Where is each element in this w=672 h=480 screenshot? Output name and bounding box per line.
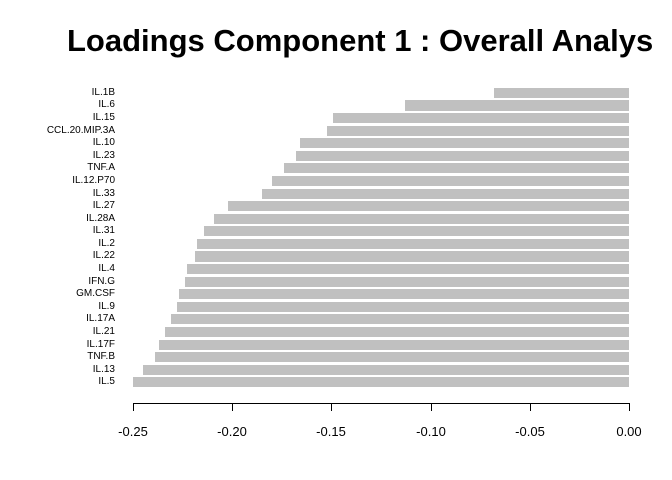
category-label: IL.15 [92,112,115,124]
bar [295,150,629,161]
category-label: IL.33 [92,187,115,199]
category-label: IL.10 [92,137,115,149]
bar [178,289,629,300]
category-label: IL.17F [86,338,115,350]
category-label: IL.4 [98,263,115,275]
category-label: IL.28A [86,212,115,224]
bar [142,364,629,375]
bar [184,276,629,287]
category-label: IL.5 [98,376,115,388]
x-axis-tick-label: 0.00 [616,424,642,439]
category-label: IL.2 [98,237,115,249]
bar [404,100,629,111]
bar [494,87,629,98]
x-axis-tick-label: -0.10 [416,424,446,439]
bar [228,201,629,212]
bar [158,339,629,350]
bar [176,301,629,312]
category-label: IL.12.P70 [72,174,115,186]
chart-title: Loadings Component 1 : Overall Analys [67,23,654,58]
bar [214,213,629,224]
category-label: IL.31 [92,225,115,237]
category-label: IL.22 [92,250,115,262]
category-label: IL.23 [92,149,115,161]
bar [154,352,629,363]
category-label: IL.17A [86,313,115,325]
category-label: IL.1B [91,86,115,98]
x-axis-tick [530,404,531,411]
category-label: IL.6 [98,99,115,111]
bar [204,226,629,237]
bar [333,113,629,124]
bar [271,175,629,187]
category-label: TNF.A [87,162,115,174]
bar [262,188,629,199]
category-label: GM.CSF [76,288,115,300]
x-axis-tick [232,404,233,411]
bar [327,125,629,136]
category-label: TNF.B [87,351,115,363]
x-axis-tick-label: -0.20 [217,424,247,439]
bar [299,138,629,149]
category-label: IFN.G [88,275,115,287]
bar [194,251,629,262]
category-label: IL.27 [92,200,115,212]
bar [164,326,629,338]
x-axis-tick [331,404,332,411]
x-axis-tick [629,404,630,411]
x-axis-tick-label: -0.15 [316,424,346,439]
bar [170,314,629,325]
category-label: CCL.20.MIP.3A [46,124,115,136]
x-axis-tick-label: -0.25 [118,424,148,439]
category-label: IL.21 [92,325,115,337]
x-axis-tick [133,404,134,411]
bar [196,238,629,249]
bar [283,163,629,174]
x-axis-tick [431,404,432,411]
x-axis-tick-label: -0.05 [515,424,545,439]
category-label: IL.9 [98,300,115,312]
x-axis-line [133,403,630,404]
bar [186,264,629,275]
bar [133,377,629,388]
category-label: IL.13 [92,363,115,375]
